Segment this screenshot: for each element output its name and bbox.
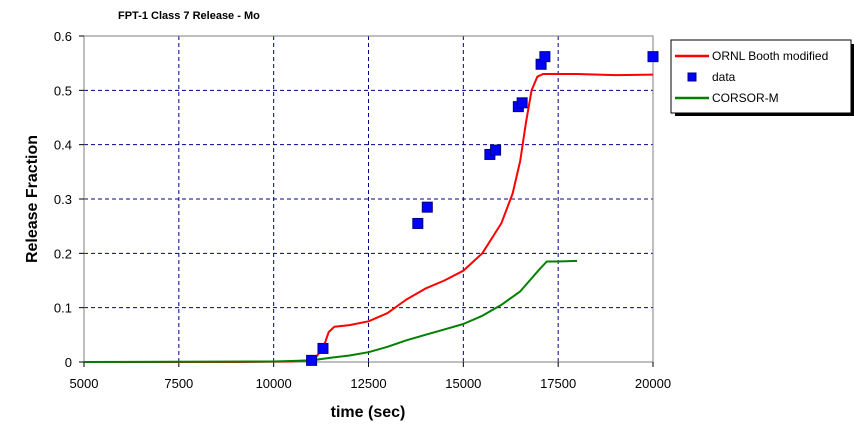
- y-tick-label: 0.5: [54, 83, 72, 98]
- data-point: [539, 51, 551, 63]
- legend-shadow: [851, 44, 854, 116]
- series-line-corsor-m: [83, 259, 578, 363]
- data-point: [306, 354, 318, 366]
- series-layer: [83, 51, 659, 366]
- grid: [84, 36, 653, 362]
- data-point: [412, 217, 424, 229]
- x-tick-label: 15000: [445, 376, 481, 391]
- x-tick-label: 5000: [70, 376, 99, 391]
- y-tick-label: 0: [65, 355, 72, 370]
- legend-label: CORSOR-M: [712, 91, 779, 105]
- data-point: [317, 342, 329, 354]
- x-tick-label: 17500: [540, 376, 576, 391]
- y-tick-label: 0.3: [54, 192, 72, 207]
- x-tick-label: 20000: [635, 376, 671, 391]
- data-point: [490, 144, 502, 156]
- y-tick-label: 0.6: [54, 29, 72, 44]
- y-tick-label: 0.1: [54, 301, 72, 316]
- legend: ORNL Booth modified data CORSOR-M: [670, 39, 854, 116]
- x-axis-label: time (sec): [331, 404, 406, 421]
- legend-label: data: [712, 70, 736, 84]
- data-point: [647, 51, 659, 63]
- x-axis-ticks: 5000 7500 10000 12500 15000 17500 20000: [70, 362, 671, 391]
- legend-label: ORNL Booth modified: [712, 49, 828, 63]
- legend-swatch: [687, 72, 697, 82]
- legend-shadow-bottom: [675, 113, 854, 116]
- y-axis-label: Release Fraction: [24, 135, 41, 263]
- y-axis-ticks: 0 0.1 0.2 0.3 0.4 0.5 0.6: [54, 29, 84, 370]
- chart-title: FPT-1 Class 7 Release - Mo: [118, 10, 260, 22]
- x-tick-label: 10000: [256, 376, 292, 391]
- data-point: [516, 97, 528, 109]
- data-point: [421, 201, 433, 213]
- x-tick-label: 12500: [350, 376, 386, 391]
- x-tick-label: 7500: [164, 376, 193, 391]
- y-tick-label: 0.2: [54, 246, 72, 261]
- y-tick-label: 0.4: [54, 138, 72, 153]
